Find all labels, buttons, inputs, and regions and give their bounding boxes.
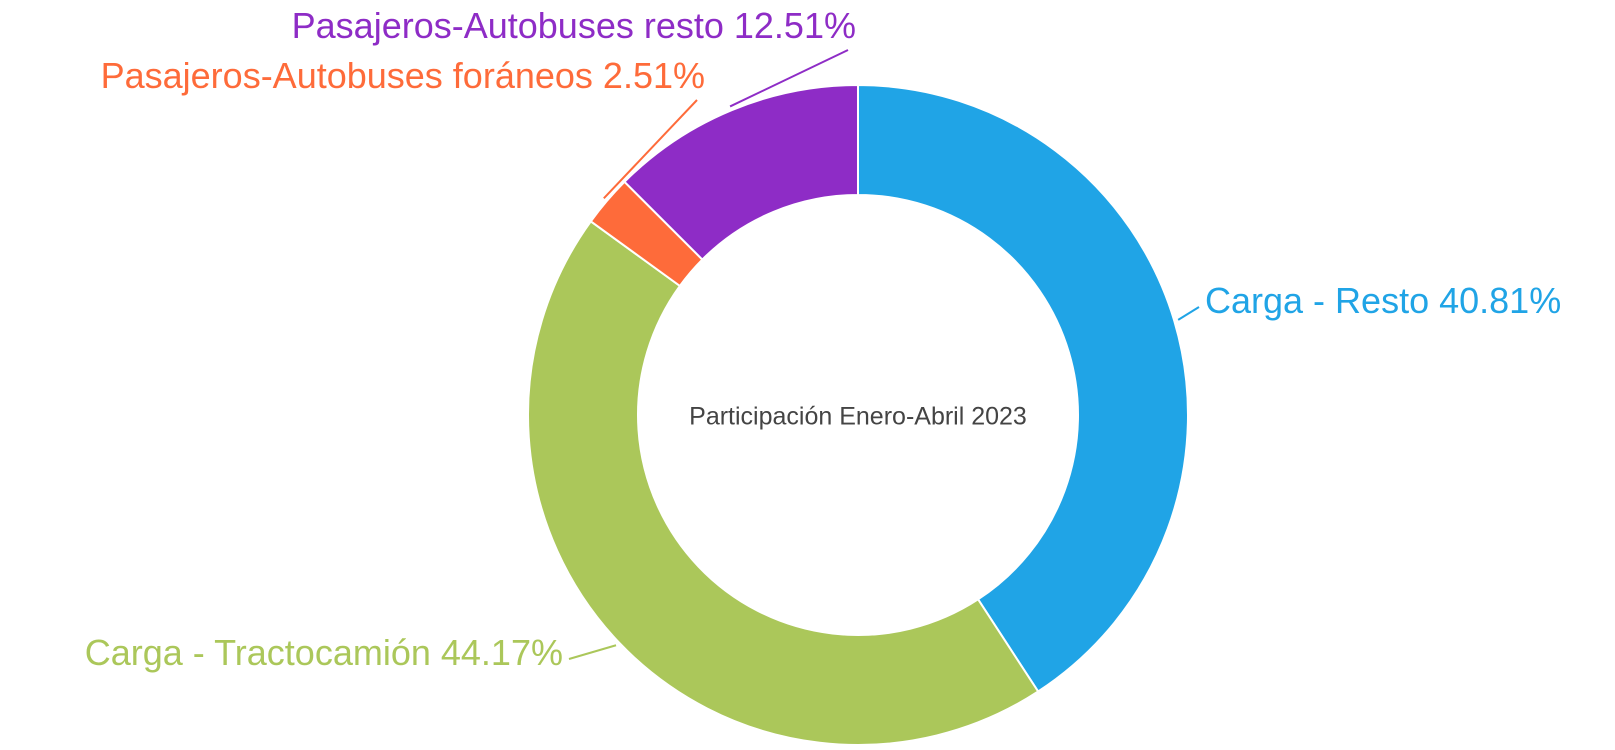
donut-slice bbox=[857, 83, 1189, 693]
slice-value: 12.51% bbox=[734, 5, 856, 46]
slice-label: Carga - Resto 40.81% bbox=[1205, 280, 1561, 321]
center-title: Participación Enero-Abril 2023 bbox=[689, 403, 1027, 431]
donut-slice bbox=[623, 83, 859, 261]
leader-line bbox=[568, 644, 617, 660]
slice-value: 44.17% bbox=[441, 632, 563, 673]
slice-label: Carga - Tractocamión 44.17% bbox=[85, 632, 563, 673]
slice-value: 2.51% bbox=[603, 55, 705, 96]
leader-line bbox=[603, 99, 698, 200]
leader-line bbox=[729, 49, 849, 108]
slice-name: Carga - Tractocamión bbox=[85, 632, 431, 673]
slice-name: Pasajeros-Autobuses resto bbox=[292, 5, 724, 46]
slice-label: Pasajeros-Autobuses foráneos 2.51% bbox=[101, 55, 705, 96]
donut-slice bbox=[527, 219, 1040, 746]
slice-value: 40.81% bbox=[1439, 280, 1561, 321]
slice-name: Pasajeros-Autobuses foráneos bbox=[101, 55, 593, 96]
slice-label: Pasajeros-Autobuses resto 12.51% bbox=[292, 5, 856, 46]
slice-name: Carga - Resto bbox=[1205, 280, 1429, 321]
leader-line bbox=[1177, 306, 1200, 321]
